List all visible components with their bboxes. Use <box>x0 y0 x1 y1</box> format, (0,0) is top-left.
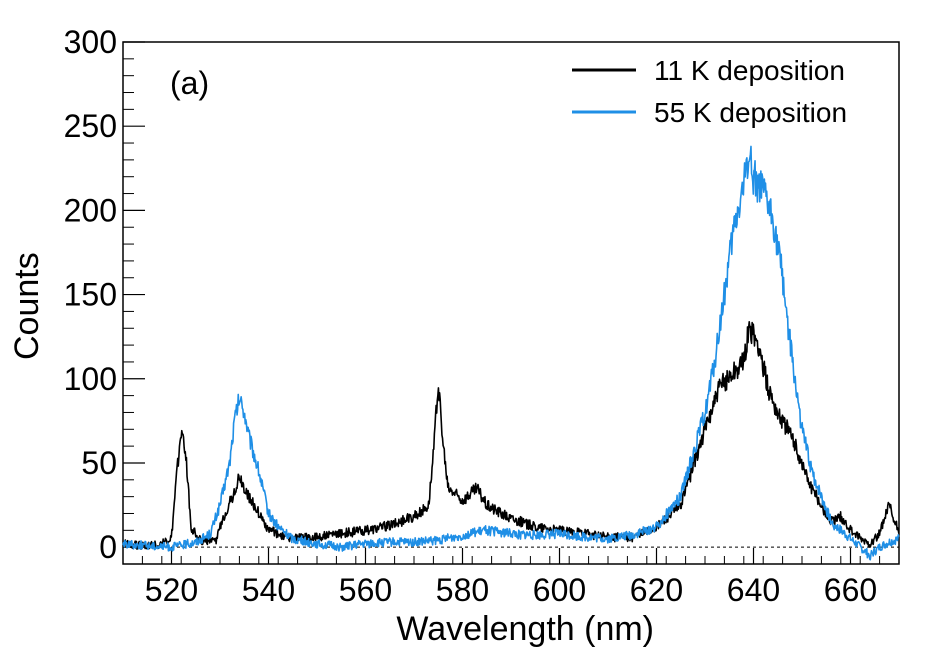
x-tick-label-580: 580 <box>436 572 489 608</box>
y-tick-label-50: 50 <box>81 445 117 481</box>
series-line-55k-deposition <box>122 145 900 561</box>
y-tick-label-250: 250 <box>64 108 117 144</box>
y-tick-label-150: 150 <box>64 277 117 313</box>
x-tick-label-620: 620 <box>630 572 683 608</box>
x-tick-label-640: 640 <box>727 572 780 608</box>
x-axis-title: Wavelength (nm) <box>396 610 654 648</box>
legend-label-11k: 11 K deposition <box>654 55 845 86</box>
panel-label: (a) <box>170 65 209 101</box>
x-tick-label-560: 560 <box>339 572 392 608</box>
y-tick-label-100: 100 <box>64 361 117 397</box>
legend-label-55k: 55 K deposition <box>654 97 847 128</box>
y-tick-label-300: 300 <box>64 24 117 60</box>
x-tick-label-540: 540 <box>242 572 295 608</box>
legend: 11 K deposition 55 K deposition <box>572 55 847 128</box>
axis-tick-labels: 520 540 560 580 600 620 640 660 0 50 100 150 200 250 3… <box>64 24 878 608</box>
y-tick-label-0: 0 <box>99 529 117 565</box>
x-tick-label-520: 520 <box>145 572 198 608</box>
y-axis-title: Counts <box>8 252 46 360</box>
y-tick-label-200: 200 <box>64 192 117 228</box>
x-tick-label-600: 600 <box>533 572 586 608</box>
series-layer <box>122 145 900 561</box>
series-line-11k-deposition <box>122 320 900 550</box>
x-tick-label-660: 660 <box>824 572 877 608</box>
